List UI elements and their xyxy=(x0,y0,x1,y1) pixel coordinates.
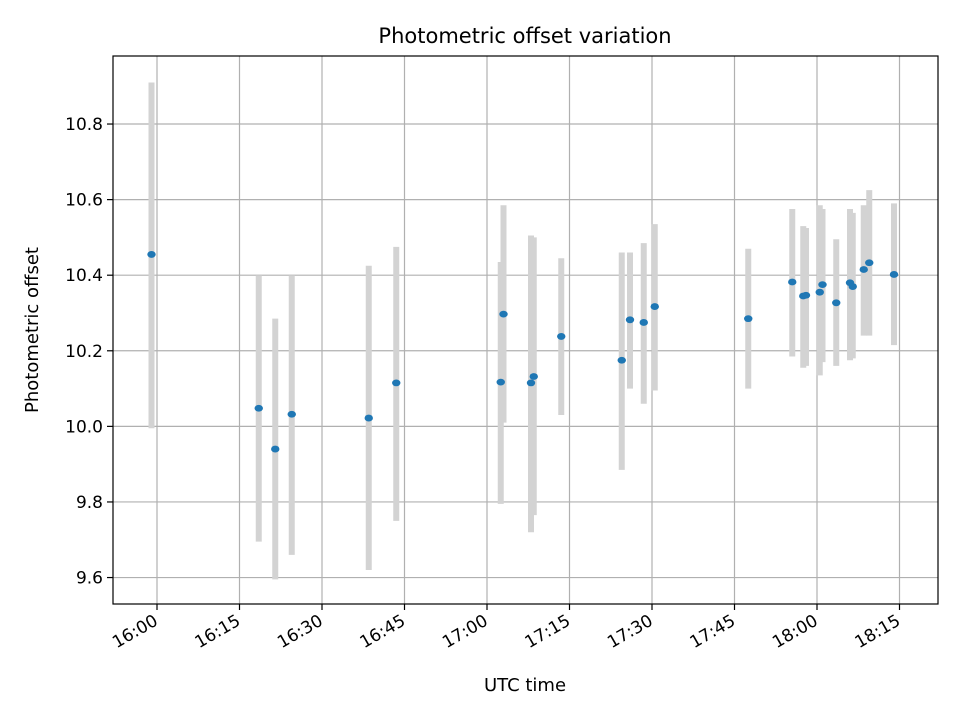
data-point xyxy=(392,379,401,387)
data-point xyxy=(254,404,263,412)
data-points xyxy=(147,251,899,453)
data-point xyxy=(557,333,566,340)
x-axis-label: UTC time xyxy=(484,675,566,696)
data-point xyxy=(848,283,857,290)
y-tick-label: 10.8 xyxy=(65,115,103,135)
chart-title: Photometric offset variation xyxy=(378,24,671,48)
data-point xyxy=(744,315,753,323)
data-point xyxy=(818,281,827,289)
data-point xyxy=(865,259,874,267)
grid xyxy=(113,56,938,604)
data-point xyxy=(147,251,156,258)
plot-frame xyxy=(112,55,939,605)
data-point xyxy=(650,303,659,310)
y-axis: 9.6 9.8 10.0 10.2 10.4 10.6 10.8 xyxy=(65,115,113,589)
y-tick-label: 10.2 xyxy=(65,342,103,362)
data-point xyxy=(287,410,296,418)
y-tick-label: 10.4 xyxy=(65,266,103,286)
data-point xyxy=(788,278,797,286)
data-point xyxy=(496,378,505,386)
data-point xyxy=(639,319,648,326)
data-point xyxy=(617,356,626,364)
y-axis-label: Photometric offset xyxy=(22,247,43,413)
y-tick-label: 9.6 xyxy=(76,569,103,589)
y-tick-label: 10.6 xyxy=(65,191,103,211)
data-point xyxy=(889,271,899,278)
data-point xyxy=(859,266,868,273)
data-point xyxy=(364,414,373,422)
data-point xyxy=(832,299,841,307)
data-point xyxy=(526,379,536,387)
data-point xyxy=(801,291,811,299)
data-point xyxy=(815,288,824,296)
y-tick-label: 10.0 xyxy=(65,417,103,437)
data-point xyxy=(529,373,538,380)
y-tick-label: 9.8 xyxy=(76,493,103,513)
data-point xyxy=(271,445,280,453)
data-point xyxy=(625,316,635,324)
data-point xyxy=(499,310,508,318)
